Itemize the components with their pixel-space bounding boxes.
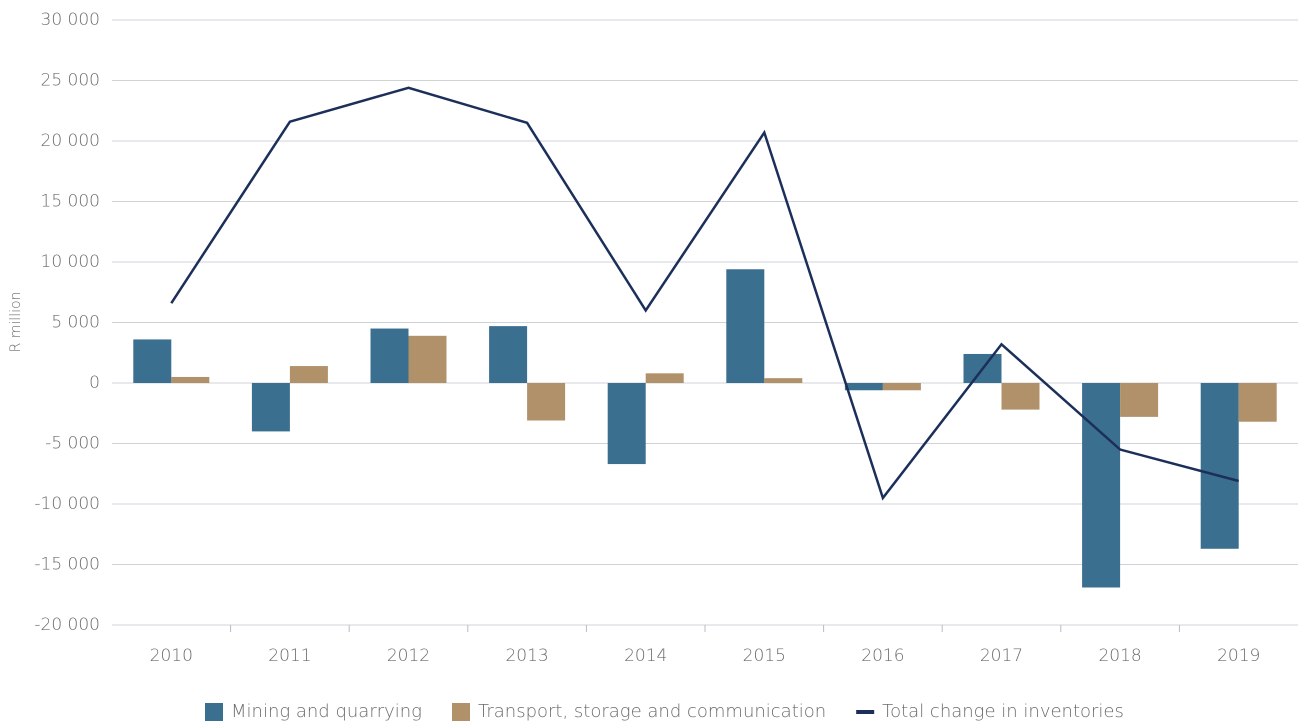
bar [726, 269, 765, 383]
x-tick-label: 2014 [624, 646, 667, 666]
x-tick-label: 2019 [1217, 646, 1260, 666]
bar [171, 376, 210, 383]
bar [408, 335, 447, 383]
y-tick-label: 10 000 [41, 252, 100, 272]
line [170, 86, 1240, 501]
bar [764, 378, 803, 383]
x-tick-label: 2017 [980, 646, 1023, 666]
y-tick-label: -10 000 [34, 494, 100, 514]
y-tick-label: 25 000 [41, 71, 100, 91]
x-tick-label: 2010 [150, 646, 193, 666]
bar [1120, 383, 1159, 417]
legend-label: Mining and quarrying [231, 701, 422, 722]
y-tick-label: -5 000 [45, 434, 100, 454]
legend-swatch [205, 703, 223, 721]
bar [844, 383, 883, 391]
bar [882, 383, 921, 391]
legend-swatch [856, 710, 875, 714]
bar [133, 339, 172, 383]
bar [289, 366, 328, 383]
y-tick-label: 20 000 [41, 131, 100, 151]
y-tick-label: -20 000 [34, 615, 100, 635]
x-tick-label: 2016 [861, 646, 904, 666]
y-axis-label: R million [8, 292, 24, 353]
bar [645, 373, 684, 383]
bar [1082, 383, 1121, 588]
y-tick-label: 0 [89, 373, 100, 393]
y-tick-label: 5 000 [51, 313, 100, 333]
x-tick-label: 2012 [387, 646, 430, 666]
bar [489, 326, 528, 383]
bar [607, 383, 646, 465]
bar [527, 383, 566, 421]
bar [370, 328, 409, 383]
x-tick-label: 2015 [743, 646, 786, 666]
legend-label: Transport, storage and communication [478, 701, 826, 722]
bar [1001, 383, 1040, 410]
x-tick-label: 2018 [1098, 646, 1141, 666]
y-tick-label: 30 000 [41, 10, 100, 30]
bar [1238, 383, 1277, 422]
bar [1200, 383, 1239, 549]
x-tick-label: 2011 [268, 646, 311, 666]
y-tick-label: -15 000 [34, 555, 100, 575]
y-tick-label: 15 000 [41, 192, 100, 212]
bar [251, 383, 290, 432]
x-tick-label: 2013 [505, 646, 548, 666]
legend-label: Total change in inventories [882, 701, 1124, 722]
legend-swatch [452, 703, 470, 721]
